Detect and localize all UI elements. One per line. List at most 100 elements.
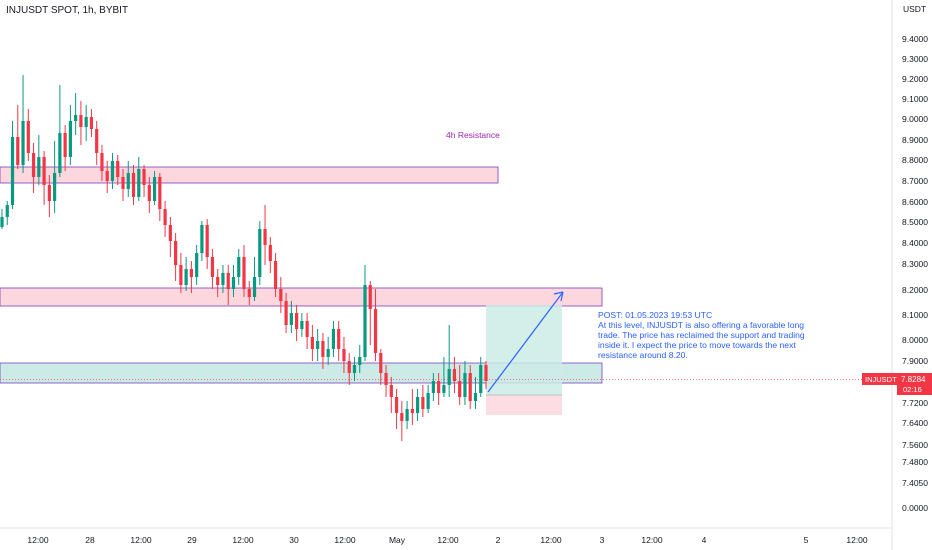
candle — [205, 219, 209, 269]
candle — [126, 161, 130, 197]
candle — [268, 237, 272, 273]
candle — [95, 121, 99, 165]
candle-body — [189, 269, 193, 277]
candle — [400, 401, 404, 441]
x-axis[interactable]: 12:00 28 12:00 29 12:00 30 12:00 May 12:00 2 12:00… — [27, 535, 868, 545]
candle-body — [279, 289, 283, 301]
candle — [431, 373, 435, 401]
candle — [384, 365, 388, 397]
candle — [421, 385, 425, 417]
candle-body — [31, 153, 36, 177]
x-tick-label: 28 — [85, 535, 95, 545]
candle — [58, 85, 62, 177]
candle-body — [347, 361, 351, 373]
price-tag-countdown: 02:16 — [903, 385, 922, 394]
x-tick-label: 12:00 — [846, 535, 868, 545]
y-tick-label: 8.9000 — [902, 135, 928, 145]
candle-body — [10, 137, 15, 205]
candle — [121, 169, 125, 201]
note-line-2: At this level, INJUSDT is also offering … — [598, 320, 805, 330]
candle — [68, 105, 72, 165]
stop-zone — [486, 395, 562, 415]
candle-body — [110, 161, 115, 181]
projection-arrow-head — [553, 291, 564, 302]
candle-body — [137, 169, 141, 197]
candle-body — [158, 177, 162, 209]
candle-body — [100, 153, 104, 171]
candle — [289, 301, 293, 333]
note-line-4: inside it. I expect the price to move to… — [598, 340, 796, 350]
candle-body — [426, 393, 430, 409]
candle-body — [121, 177, 125, 189]
candle — [116, 155, 120, 185]
y-tick-label: 7.6400 — [902, 418, 928, 428]
candle — [131, 165, 136, 205]
y-tick-label: 8.1000 — [902, 310, 928, 320]
candle — [158, 173, 162, 221]
x-tick-label: 12:00 — [334, 535, 356, 545]
candle-body — [242, 257, 246, 289]
candle-body — [95, 129, 99, 153]
candle — [163, 201, 167, 237]
candle-body — [237, 257, 241, 277]
chart-title: INJUSDT SPOT, 1h, BYBIT — [6, 5, 129, 16]
candle-body — [284, 301, 288, 325]
candle-body — [389, 385, 393, 397]
x-tick-label: 3 — [600, 535, 605, 545]
candle-body — [105, 171, 109, 181]
candle — [174, 233, 178, 281]
candle — [342, 337, 346, 373]
candle — [47, 175, 51, 217]
candle — [458, 365, 462, 405]
y-tick-label: 8.3000 — [902, 259, 928, 269]
candle — [279, 277, 283, 313]
x-tick-label: 30 — [289, 535, 299, 545]
candle — [21, 75, 25, 173]
candle-body — [126, 173, 130, 189]
candle-body — [231, 277, 236, 289]
candle-body — [373, 309, 378, 353]
candle-body — [47, 185, 51, 201]
candle — [189, 261, 193, 293]
candle — [179, 253, 183, 293]
candle — [10, 121, 15, 209]
candle — [26, 109, 30, 161]
candle — [273, 253, 278, 297]
candle-body — [42, 157, 46, 185]
candle-body — [479, 365, 483, 393]
x-tick-label: 12:00 — [27, 535, 49, 545]
x-tick-label: 12:00 — [437, 535, 459, 545]
y-tick-label: 9.2000 — [902, 74, 928, 84]
candle — [410, 389, 414, 425]
candle-body — [0, 217, 4, 227]
y-tick-label: 8.7000 — [902, 176, 928, 186]
candle-body — [305, 321, 309, 337]
candle-body — [5, 205, 9, 217]
candle-body — [131, 173, 136, 197]
x-tick-label: 12:00 — [641, 535, 663, 545]
trade-layer — [486, 291, 564, 415]
candle — [147, 177, 151, 213]
candle — [110, 153, 115, 189]
candle-body — [421, 397, 425, 409]
candle — [321, 333, 325, 369]
candle — [479, 357, 483, 397]
candle-body — [258, 229, 262, 277]
y-axis[interactable]: 9.4000 9.3000 9.2000 9.1000 9.0000 8.9000 8.80… — [902, 34, 928, 513]
candle — [426, 385, 430, 413]
candle-body — [300, 321, 304, 329]
candle-body — [216, 277, 220, 285]
candle — [53, 141, 57, 213]
candle — [463, 361, 467, 405]
note-line-3: trade. The price has reclaimed the suppo… — [598, 330, 805, 340]
candle — [363, 265, 367, 361]
candle-body — [247, 289, 251, 297]
candle — [484, 361, 488, 389]
y-tick-label: 7.4800 — [902, 457, 928, 467]
candle — [316, 329, 320, 361]
candle — [63, 125, 67, 171]
candle-body — [174, 241, 178, 265]
candle — [152, 171, 157, 205]
candle — [337, 321, 341, 361]
